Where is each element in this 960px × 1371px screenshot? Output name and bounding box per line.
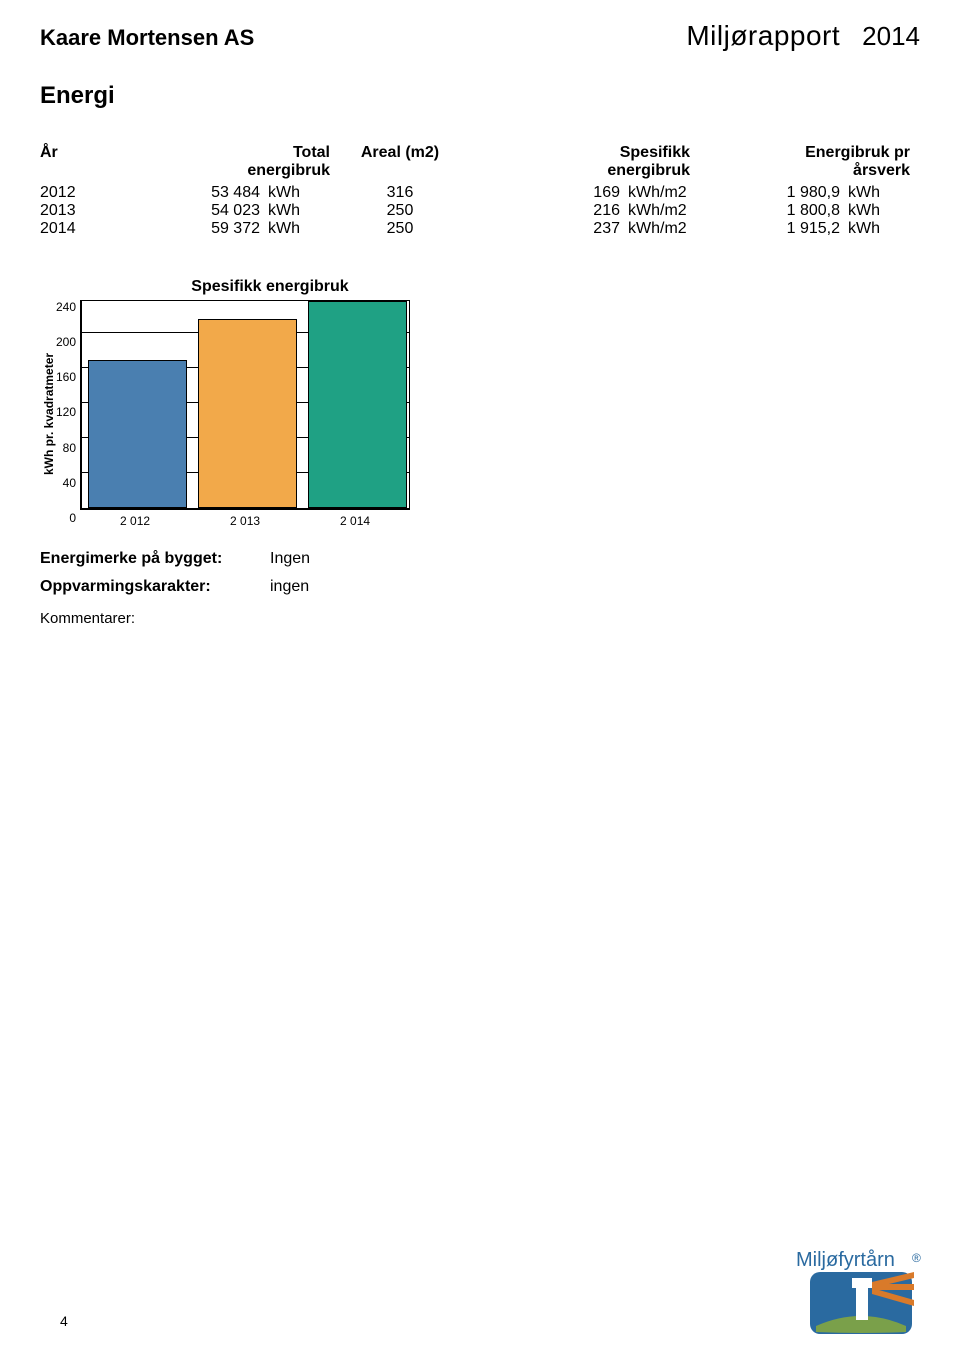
chart-x-labels: 2 0122 0132 014 [80,510,410,528]
cell-spes-unit: kWh/m2 [620,220,690,238]
logo-tower-top [852,1278,872,1288]
chart-title: Spesifikk energibruk [40,278,440,296]
miljofyrtarn-logo: Miljøfyrtårn ® [796,1248,926,1343]
chart-y-tick: 40 [56,476,76,490]
page-number: 4 [60,1313,68,1329]
energy-table: År Total energibruk Areal (m2) Spesifikk… [40,144,920,238]
col-header-pr-l1: Energibruk pr [690,144,910,162]
cell-total-unit: kWh [260,202,330,220]
table-row: 201459 372kWh250237kWh/m21 915,2kWh [40,220,920,238]
energimerke-label: Energimerke på bygget: [40,550,270,568]
cell-spesifikk: 169kWh/m2 [470,184,690,202]
table-row: 201354 023kWh250216kWh/m21 800,8kWh [40,202,920,220]
cell-spesifikk: 216kWh/m2 [470,202,690,220]
energimerke-value: Ingen [270,550,310,568]
cell-pr-arsverk: 1 980,9kWh [690,184,920,202]
col-header-total-l2: energibruk [130,162,330,180]
report-year: 2014 [862,21,920,52]
cell-areal: 250 [330,202,470,220]
cell-total-unit: kWh [260,184,330,202]
table-header-row: År Total energibruk Areal (m2) Spesifikk… [40,144,920,180]
cell-pr-arsverk: 1 915,2kWh [690,220,920,238]
logo-registered-icon: ® [912,1251,921,1265]
chart-y-tick: 80 [56,441,76,455]
chart-bar [88,360,187,508]
cell-year: 2012 [40,184,130,202]
col-header-total: Total energibruk [130,144,330,180]
chart-y-axis-label: kWh pr. kvadratmeter [40,300,56,528]
cell-pr-unit: kWh [840,184,910,202]
cell-areal: 316 [330,184,470,202]
cell-pr-unit: kWh [840,202,910,220]
cell-total: 54 023kWh [130,202,330,220]
chart-bar [308,301,407,508]
miljofyrtarn-logo-icon: Miljøfyrtårn ® [796,1248,926,1338]
oppvarming-value: ingen [270,578,309,596]
col-header-spesifikk: Spesifikk energibruk [470,144,690,180]
cell-total-unit: kWh [260,220,330,238]
chart-y-ticks: 240 200 160 120 80 40 0 [56,300,80,525]
col-header-pr-arsverk: Energibruk pr årsverk [690,144,920,180]
chart-x-tick: 2 013 [190,514,300,528]
col-header-pr-l2: årsverk [690,162,910,180]
table-row: 201253 484kWh316169kWh/m21 980,9kWh [40,184,920,202]
report-title: Miljørapport [686,20,840,52]
energimerke-row: Energimerke på bygget: Ingen [40,550,920,568]
cell-pr-arsverk: 1 800,8kWh [690,202,920,220]
chart-y-tick: 120 [56,405,76,419]
info-rows: Energimerke på bygget: Ingen Oppvarmings… [40,550,920,627]
cell-spesifikk: 237kWh/m2 [470,220,690,238]
oppvarming-row: Oppvarmingskarakter: ingen [40,578,920,596]
col-header-areal: Areal (m2) [330,144,470,180]
cell-pr-unit: kWh [840,220,910,238]
report-header-group: Miljørapport 2014 [686,20,920,52]
chart-x-tick: 2 012 [80,514,190,528]
cell-year: 2014 [40,220,130,238]
cell-spes-unit: kWh/m2 [620,202,690,220]
chart-y-tick: 240 [56,300,76,314]
cell-spes-unit: kWh/m2 [620,184,690,202]
chart-plot-area [80,300,410,510]
logo-text: Miljøfyrtårn [796,1249,895,1271]
col-header-total-l1: Total [130,144,330,162]
kommentarer-label: Kommentarer: [40,610,920,627]
company-name: Kaare Mortensen AS [40,25,254,51]
spesifikk-energibruk-chart: Spesifikk energibruk kWh pr. kvadratmete… [40,278,440,528]
logo-light-beam [872,1284,914,1290]
chart-y-tick: 0 [56,511,76,525]
cell-total: 59 372kWh [130,220,330,238]
oppvarming-label: Oppvarmingskarakter: [40,578,270,596]
col-header-spes-l2: energibruk [470,162,690,180]
chart-y-tick: 200 [56,335,76,349]
col-header-year: År [40,144,130,180]
chart-x-tick: 2 014 [300,514,410,528]
chart-y-tick: 160 [56,370,76,384]
cell-year: 2013 [40,202,130,220]
section-title-energi: Energi [40,82,920,110]
chart-bar [198,319,297,508]
cell-total: 53 484kWh [130,184,330,202]
col-header-spes-l1: Spesifikk [470,144,690,162]
cell-areal: 250 [330,220,470,238]
